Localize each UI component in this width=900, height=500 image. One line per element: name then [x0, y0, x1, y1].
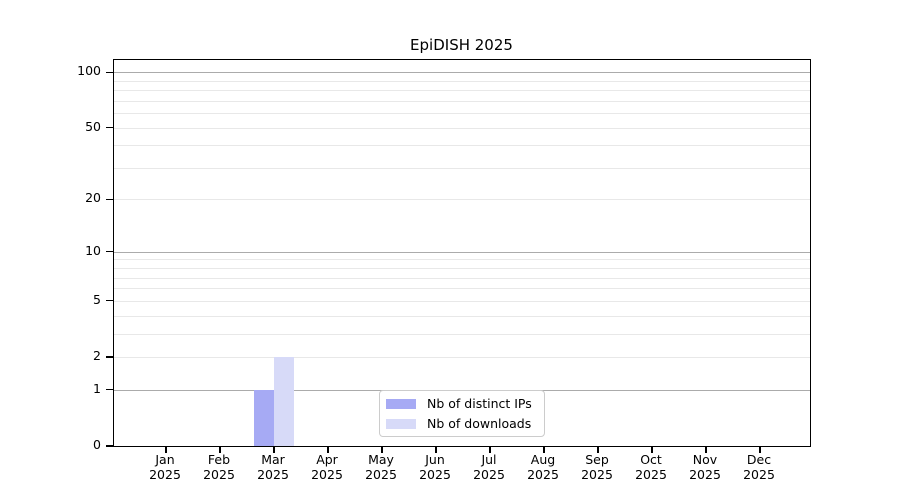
x-tick-label: Sep 2025: [581, 452, 613, 482]
minor-gridline: [114, 127, 810, 129]
y-tick-label: 5: [93, 291, 101, 307]
y-tick-label: 100: [77, 63, 101, 79]
minor-gridline: [114, 199, 810, 201]
legend-label-downloads: Nb of downloads: [427, 416, 532, 431]
y-tick-label: 2: [93, 348, 101, 363]
x-tick-label: Mar 2025: [257, 452, 289, 482]
legend-item-downloads: Nb of downloads: [386, 416, 536, 432]
y-axis-tick: [106, 251, 113, 253]
chart-title: EpiDISH 2025: [410, 36, 513, 54]
minor-gridline: [114, 277, 810, 279]
legend: Nb of distinct IPs Nb of downloads: [379, 390, 545, 437]
x-tick-label: Jul 2025: [473, 452, 505, 482]
distinct-ips-swatch-icon: [386, 398, 416, 409]
y-axis-tick: [106, 126, 113, 129]
legend-label-distinct-ips: Nb of distinct IPs: [427, 396, 532, 411]
x-tick-label: Jun 2025: [419, 452, 451, 482]
minor-gridline: [114, 333, 810, 335]
minor-gridline: [114, 288, 810, 290]
x-tick-label: Aug 2025: [527, 452, 559, 482]
y-axis-tick: [106, 356, 113, 358]
x-axis-tick: [759, 446, 761, 453]
y-axis-tick: [106, 71, 113, 73]
minor-gridline: [114, 357, 810, 358]
bar-distinct-ips: [254, 389, 274, 446]
plot-area: Nb of distinct IPs Nb of downloads: [106, 59, 811, 453]
minor-gridline: [114, 167, 810, 169]
x-tick-label: May 2025: [365, 452, 397, 482]
minor-gridline: [114, 300, 810, 302]
x-tick-label: Feb 2025: [203, 452, 235, 482]
x-axis-tick: [381, 446, 383, 453]
x-axis-tick: [489, 446, 491, 453]
y-tick-label: 1: [93, 380, 101, 396]
x-tick-label: Dec 2025: [743, 452, 775, 482]
y-tick-label: 10: [85, 242, 101, 258]
x-axis-tick: [435, 446, 437, 453]
x-tick-label: Jan 2025: [149, 452, 181, 482]
x-tick-label: Apr 2025: [311, 452, 343, 482]
x-axis-tick: [651, 446, 653, 453]
x-tick-label: Nov 2025: [689, 452, 721, 482]
y-tick-label: 50: [85, 118, 101, 134]
legend-item-distinct-ips: Nb of distinct IPs: [386, 396, 536, 412]
y-axis-tick: [106, 445, 113, 447]
minor-gridline: [114, 145, 810, 147]
x-tick-label: Oct 2025: [635, 452, 667, 482]
minor-gridline: [114, 315, 810, 317]
minor-gridline: [114, 100, 810, 102]
y-tick-label: 0: [93, 437, 101, 452]
minor-gridline: [114, 80, 810, 82]
y-tick-label: 20: [85, 190, 101, 206]
bar-downloads: [274, 357, 294, 446]
x-axis-tick: [597, 446, 599, 453]
y-axis-tick: [106, 198, 113, 200]
x-axis-tick: [543, 446, 545, 453]
x-axis-tick: [219, 446, 221, 453]
x-axis-tick: [165, 446, 167, 453]
minor-gridline: [114, 90, 810, 92]
downloads-swatch-icon: [386, 418, 416, 429]
x-axis-tick: [705, 446, 707, 453]
minor-gridline: [114, 113, 810, 115]
x-axis-tick: [273, 446, 275, 453]
major-gridline: [114, 251, 810, 253]
y-axis-tick: [106, 300, 113, 302]
minor-gridline: [114, 268, 810, 270]
x-axis-tick: [327, 446, 329, 453]
y-axis-tick: [106, 389, 113, 391]
major-gridline: [114, 72, 810, 74]
minor-gridline: [114, 259, 810, 261]
